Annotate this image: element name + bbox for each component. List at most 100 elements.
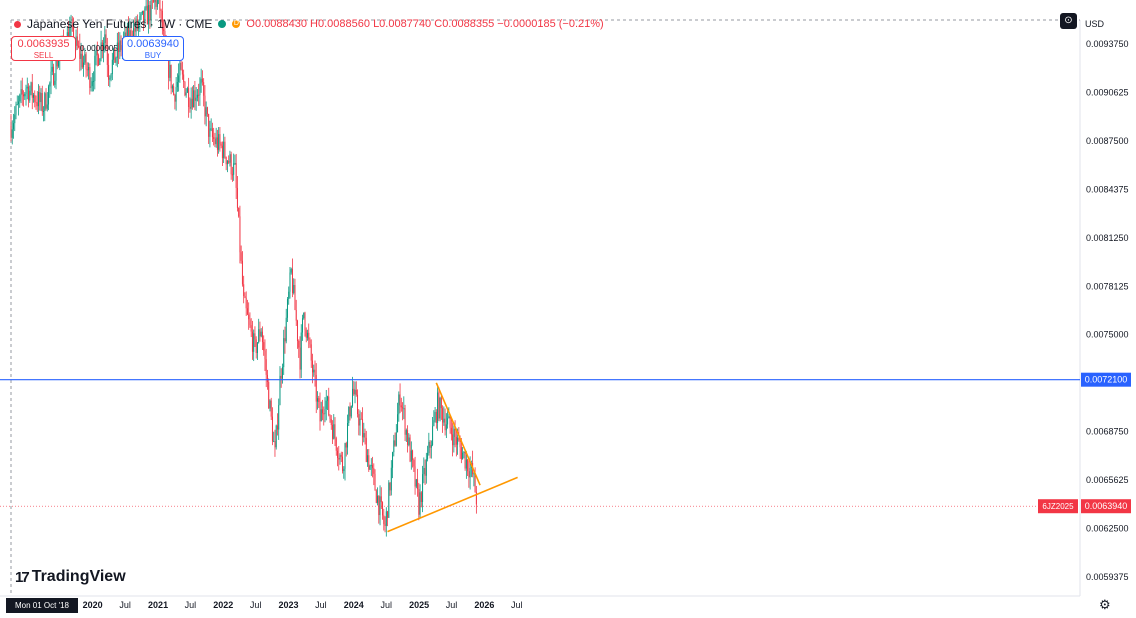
candle-body [372, 465, 374, 469]
candle-body [51, 66, 53, 72]
candle-body [146, 5, 148, 25]
time-tick-label: Jul [315, 600, 327, 610]
tradingview-logo-icon: 17 [15, 568, 30, 586]
candle-body [259, 329, 261, 337]
candle-body [462, 452, 464, 460]
candle-body [98, 55, 100, 65]
candle-body [379, 496, 381, 516]
candle-body [143, 10, 145, 23]
candle-body [50, 71, 52, 84]
time-axis[interactable]: Jul 2020 Jul 2021 Jul 2022 Jul 2023 Jul 2024 Jul 20… [6, 598, 522, 613]
symbol-legend: Japanese Yen Futures · 1W · CME D O0.008… [14, 17, 604, 31]
data-badge-icon: D [232, 20, 241, 28]
candle-body [28, 86, 30, 101]
tradingview-logo[interactable]: 17 TradingView [15, 568, 126, 586]
symbol-title[interactable]: Japanese Yen Futures · 1W · CME [27, 17, 213, 31]
price-tick-label: 0.0068750 [1086, 427, 1129, 437]
candle-body [226, 161, 228, 165]
candle-body [355, 389, 357, 395]
candle-body [135, 19, 137, 32]
candle-body [260, 331, 262, 337]
candle-body [88, 67, 90, 71]
candle-body [314, 369, 316, 376]
candle-body [475, 492, 477, 505]
brand-name: TradingView [31, 568, 126, 585]
gear-icon[interactable]: ⚙ [1099, 597, 1111, 612]
candle-body [445, 424, 447, 431]
time-tick-label: Jul [381, 600, 393, 610]
candle-body [114, 48, 116, 63]
price-axis[interactable]: 0.0093750 0.0090625 0.0087500 0.0084375 0.00… [1086, 39, 1129, 582]
candle-body [450, 427, 452, 435]
price-tick-label: 0.0081250 [1086, 233, 1129, 243]
candle-body [243, 284, 245, 297]
candle-body [205, 107, 207, 117]
candle-body [437, 392, 439, 423]
candle-body [339, 455, 341, 460]
candle-body [193, 90, 195, 108]
candle-body [368, 455, 370, 470]
realtime-status-icon [218, 20, 227, 28]
candle-body [18, 101, 20, 105]
candle-body [140, 13, 142, 17]
candle-body [128, 27, 130, 42]
candle-body [80, 53, 82, 59]
candle-body [434, 411, 436, 421]
candle-body [155, 0, 157, 7]
candle-body [34, 94, 36, 103]
candle-body [206, 107, 208, 115]
symbol-tag-label: 6JZ2025 [1042, 502, 1074, 511]
sell-button[interactable]: 0.0063935 SELL [11, 36, 76, 61]
candle-body [375, 490, 377, 503]
horizontal-line-price-label: 0.0072100 [1085, 375, 1128, 385]
candle-body [241, 260, 243, 285]
candle-body [347, 423, 349, 448]
candle-body [380, 496, 382, 503]
candle-body [399, 394, 401, 406]
candle-body [358, 414, 360, 426]
candle-body [228, 161, 230, 163]
buy-button[interactable]: 0.0063940 BUY [122, 36, 184, 61]
currency-label[interactable]: USD [1085, 19, 1105, 29]
candle-body [443, 418, 445, 423]
candle-body [394, 440, 396, 446]
candle-body [364, 433, 366, 438]
low-value: L0.0087740 [373, 18, 432, 30]
candle-body [298, 341, 300, 348]
candle-body [48, 86, 50, 105]
candle-body [465, 459, 467, 469]
buy-price: 0.0063940 [127, 38, 179, 50]
candle-body [124, 32, 126, 40]
candle-body [424, 468, 426, 476]
time-tick-label: 2020 [83, 600, 103, 610]
candle-body [435, 411, 437, 423]
candle-body [299, 347, 301, 370]
candle-body [163, 29, 165, 32]
candle-body [204, 95, 206, 117]
candle-body [405, 430, 407, 435]
candle-body [101, 42, 103, 50]
candle-body [45, 93, 47, 109]
candle-body [338, 457, 340, 460]
candle-body [116, 42, 118, 58]
candle-body [463, 451, 465, 453]
candle-body [433, 420, 435, 427]
candle-body [418, 489, 420, 515]
candle-body [293, 284, 295, 293]
candle-body [319, 402, 321, 422]
candle-body [234, 163, 236, 165]
candle-body [199, 83, 201, 96]
candle-body [75, 36, 77, 46]
candle-body [425, 459, 427, 476]
candle-body [180, 62, 182, 70]
candle-body [119, 40, 121, 53]
chart-settings-icon[interactable]: ⊙ [1060, 13, 1077, 29]
candle-body [44, 93, 46, 111]
candle-body [181, 69, 183, 75]
candle-body [99, 58, 101, 65]
candle-body [36, 102, 38, 107]
candle-body [15, 104, 17, 115]
candle-body [33, 94, 35, 98]
